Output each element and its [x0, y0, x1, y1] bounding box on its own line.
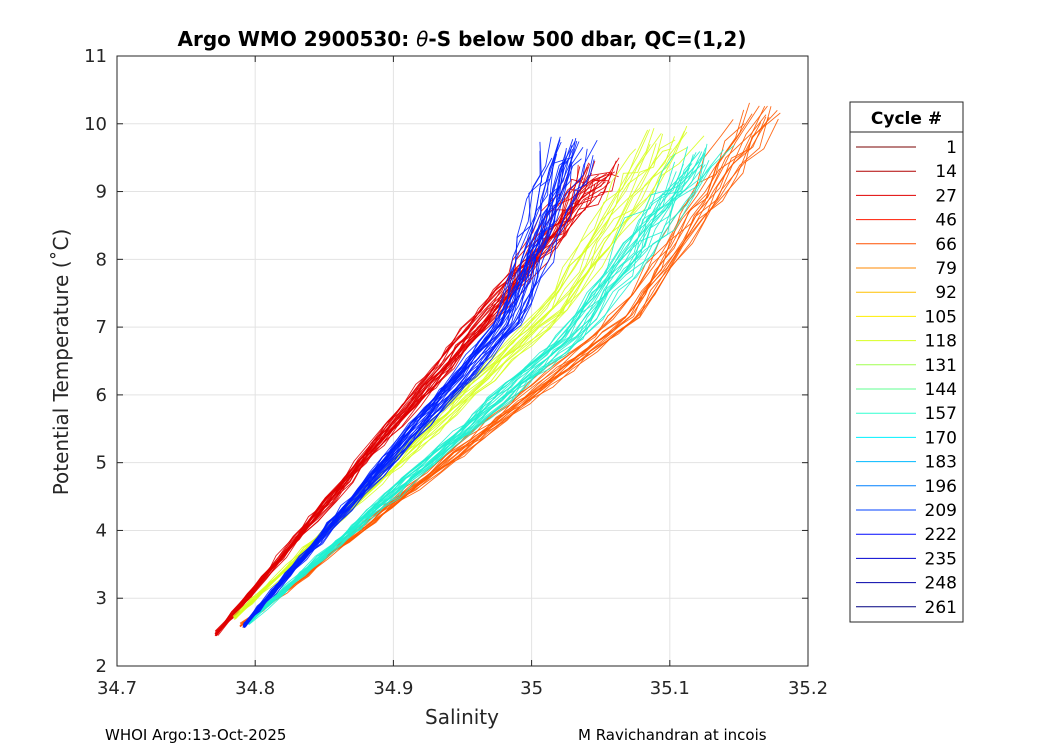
- x-tick-label: 35.1: [650, 678, 690, 699]
- axes-box: [116, 55, 809, 667]
- legend-label: 131: [925, 356, 957, 376]
- legend-label: 118: [925, 332, 957, 352]
- y-axis-label: Potential Temperature (˚C): [49, 229, 73, 496]
- series-line: [242, 139, 561, 626]
- legend-box: [849, 101, 964, 623]
- series-line: [247, 161, 676, 625]
- chart-title: Argo WMO 2900530: θ-S below 500 dbar, QC…: [178, 27, 747, 51]
- series-group: [242, 136, 598, 628]
- y-tick-label: 9: [96, 182, 107, 203]
- series-line: [249, 143, 708, 625]
- series-line: [244, 141, 562, 628]
- legend-label: 46: [935, 211, 957, 231]
- legend-title: Cycle #: [871, 109, 942, 129]
- y-tick-label: 10: [84, 114, 107, 135]
- legend-label: 144: [925, 380, 957, 400]
- y-tick-label: 8: [96, 249, 107, 270]
- axes: 34.7 34.8 34.9 35 35.1 35.2 2 3 4 5 6 7 8 9 10 11: [84, 46, 828, 699]
- x-tick-label: 35: [520, 678, 543, 699]
- series-line: [247, 153, 706, 622]
- series-line: [240, 116, 767, 627]
- y-tick-label: 11: [84, 46, 107, 67]
- legend-label: 14: [935, 162, 957, 182]
- legend-label: 157: [925, 404, 957, 424]
- series-line: [248, 152, 706, 622]
- plot-background: [117, 56, 808, 666]
- series-line: [216, 173, 619, 636]
- series-group: [246, 143, 735, 626]
- series-line: [244, 150, 541, 625]
- y-tick-label: 6: [96, 385, 107, 406]
- x-tick-label: 35.2: [788, 678, 828, 699]
- x-tick-label: 34.9: [373, 678, 413, 699]
- legend-label: 1: [946, 138, 957, 158]
- legend-label: 209: [925, 501, 957, 521]
- series-line: [247, 153, 676, 623]
- footer-right: M Ravichandran at incois: [578, 726, 767, 744]
- legend-label: 261: [925, 598, 957, 618]
- data-series: [214, 102, 781, 637]
- legend: Cycle #1 14 27 46 66 79 92 105 118 131 144 157 170 18…: [849, 101, 964, 623]
- series-line: [246, 160, 710, 625]
- series-line: [217, 171, 612, 636]
- series-line: [216, 172, 613, 635]
- series-line: [247, 167, 690, 625]
- series-line: [215, 178, 584, 637]
- title-theta-symbol: θ: [416, 27, 428, 51]
- title-prefix: Argo WMO 2900530:: [178, 27, 417, 51]
- series-line: [249, 166, 712, 624]
- title-suffix: -S below 500 dbar, QC=(1,2): [428, 27, 746, 51]
- series-line: [248, 146, 689, 620]
- series-line: [234, 127, 655, 617]
- y-tick-label: 4: [96, 520, 107, 541]
- y-tick-label: 7: [96, 317, 107, 338]
- x-tick-label: 34.8: [235, 678, 275, 699]
- plot-area: [117, 56, 808, 666]
- series-line: [233, 144, 651, 618]
- y-tick-label: 3: [96, 588, 107, 609]
- legend-label: 183: [925, 453, 957, 473]
- legend-label: 196: [925, 477, 957, 497]
- series-line: [248, 151, 701, 626]
- legend-label: 92: [935, 283, 957, 303]
- y-tick-label: 2: [96, 656, 107, 677]
- x-tick-label: 34.7: [97, 678, 137, 699]
- legend-label: 27: [935, 186, 957, 206]
- legend-label: 248: [925, 574, 957, 594]
- x-axis-label: Salinity: [425, 705, 499, 729]
- legend-label: 222: [925, 525, 957, 545]
- footer-left: WHOI Argo:13-Oct-2025: [105, 726, 287, 744]
- legend-label: 170: [925, 428, 957, 448]
- legend-label: 66: [935, 235, 957, 255]
- y-tick-label: 5: [96, 453, 107, 474]
- legend-label: 79: [935, 259, 957, 279]
- legend-label: 235: [925, 549, 957, 569]
- legend-label: 105: [925, 307, 957, 327]
- series-line: [242, 155, 594, 628]
